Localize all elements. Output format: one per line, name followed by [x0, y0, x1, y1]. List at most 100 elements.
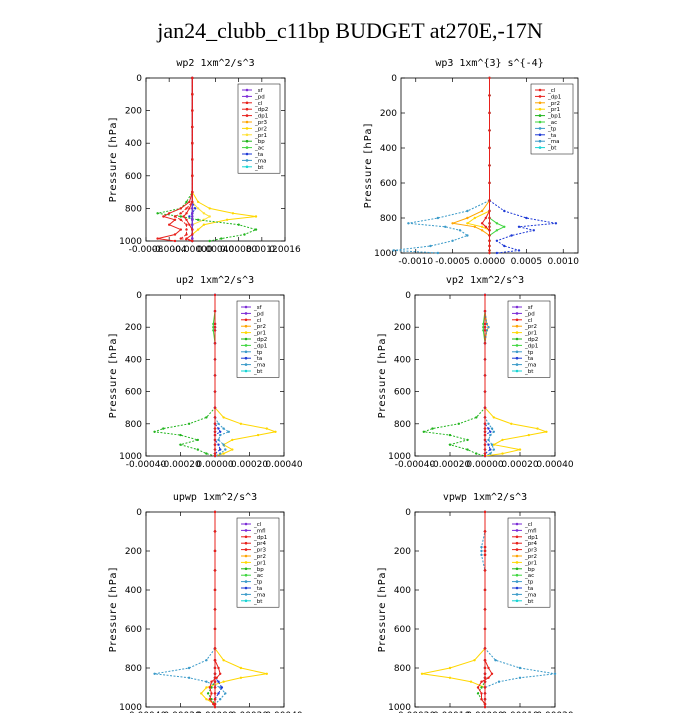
series-point	[179, 218, 182, 221]
series-point	[488, 239, 491, 242]
legend-entry: _ta	[524, 586, 533, 592]
legend-marker	[515, 529, 519, 532]
series-point	[483, 406, 487, 409]
legend-marker	[244, 535, 248, 539]
series-point	[179, 237, 182, 240]
series-point	[488, 249, 491, 252]
series-point	[488, 76, 491, 80]
series-point	[488, 199, 491, 202]
x-tick-label: 0.0012	[246, 245, 277, 255]
legend-marker	[515, 363, 519, 366]
legend-entry: _pr2	[253, 554, 266, 560]
series-point	[483, 530, 487, 533]
x-tick-label: 0.0010	[548, 257, 580, 267]
series-point	[210, 680, 213, 683]
legend-marker	[538, 127, 542, 130]
series-point	[213, 549, 217, 553]
legend-box	[530, 83, 574, 155]
series-point	[210, 692, 213, 695]
series-point	[231, 448, 234, 451]
series-point	[188, 200, 191, 204]
x-tick-label: -0.0005	[435, 257, 470, 267]
legend-marker	[515, 350, 519, 354]
series-point	[480, 229, 484, 232]
series-point	[196, 228, 200, 231]
series-point	[196, 448, 199, 451]
x-tick-label: -0.0004	[152, 245, 187, 255]
series-point	[495, 251, 499, 255]
legend-marker	[244, 350, 248, 354]
y-tick-label: 200	[125, 107, 142, 117]
legend-entry: _bt	[524, 599, 534, 605]
series-point	[213, 608, 217, 611]
series-point	[205, 698, 208, 701]
series-point	[213, 588, 217, 592]
legend-entry: _tp	[547, 126, 557, 132]
y-tick-label: 600	[380, 179, 397, 189]
series-point	[188, 215, 191, 218]
series-point	[213, 569, 217, 572]
series-point	[208, 239, 211, 243]
legend-marker	[244, 318, 248, 322]
series-point	[206, 692, 210, 695]
series-point	[191, 158, 194, 161]
series-point	[210, 686, 213, 689]
legend-marker	[245, 95, 249, 98]
series-point	[187, 666, 191, 670]
series-point	[490, 427, 494, 430]
y-axis-label: Pressure [hPa]	[108, 567, 119, 653]
series-point	[480, 222, 484, 225]
series-line	[423, 295, 486, 457]
y-tick-label: 800	[125, 420, 142, 430]
series-point	[483, 666, 487, 670]
series-point	[213, 627, 217, 631]
series-point	[200, 692, 203, 695]
legend-marker	[538, 95, 542, 98]
series-point	[224, 448, 227, 451]
series-point	[483, 702, 487, 706]
series-point	[487, 427, 490, 430]
legend-marker	[538, 107, 542, 111]
upwp-panel: upwp 1xm^2/s^302004006008001000Pressure …	[108, 492, 303, 713]
series-point	[483, 438, 487, 442]
legend-entry: _ac	[547, 120, 557, 126]
series-point	[489, 452, 492, 455]
series-line	[154, 512, 226, 707]
series-point	[217, 422, 220, 425]
series-point	[483, 692, 487, 695]
series-point	[436, 216, 440, 220]
series-point	[422, 430, 425, 433]
series-point	[213, 647, 217, 650]
legend-entry: _dp1	[253, 343, 267, 349]
series-point	[483, 430, 487, 433]
series-point	[448, 443, 452, 446]
series-point	[274, 430, 277, 433]
legend-marker	[244, 541, 248, 545]
series-point	[487, 666, 490, 670]
series-point	[503, 209, 506, 213]
legend-entry: _dp2	[524, 337, 538, 343]
y-tick-label: 400	[125, 355, 142, 365]
series-point	[179, 215, 182, 218]
legend-marker	[245, 133, 249, 137]
legend-entry: _bt	[253, 599, 263, 605]
y-tick-label: 1000	[374, 249, 397, 259]
series-point	[213, 530, 217, 533]
y-tick-label: 200	[125, 547, 142, 557]
series-point	[213, 406, 217, 409]
series-point	[179, 207, 182, 210]
legend-entry: _dp2	[254, 107, 268, 113]
series-point	[489, 433, 492, 437]
series-point	[485, 329, 488, 332]
series-point	[480, 692, 483, 695]
series-point	[480, 686, 483, 689]
y-tick-label: 0	[136, 291, 142, 301]
series-point	[487, 443, 490, 446]
series-point	[162, 215, 165, 218]
series-point	[213, 705, 217, 709]
x-tick-label: 0.0016	[269, 245, 301, 255]
y-tick-label: 800	[125, 204, 142, 214]
y-tick-label: 800	[394, 420, 411, 430]
series-point	[492, 416, 495, 419]
legend-marker	[244, 529, 248, 532]
